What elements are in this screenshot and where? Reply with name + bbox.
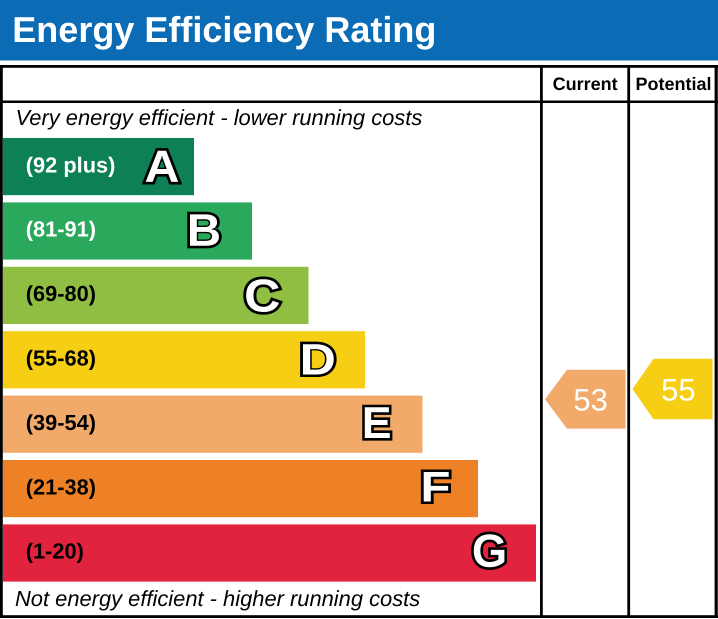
svg-text:Very energy efficient - lower: Very energy efficient - lower running co… bbox=[16, 105, 423, 130]
svg-text:(69-80): (69-80) bbox=[26, 281, 96, 306]
svg-text:Energy Efficiency Rating: Energy Efficiency Rating bbox=[12, 9, 436, 50]
svg-text:Potential: Potential bbox=[635, 74, 711, 94]
svg-text:55: 55 bbox=[661, 373, 695, 408]
svg-text:53: 53 bbox=[573, 383, 607, 418]
svg-text:Current: Current bbox=[553, 74, 618, 94]
svg-text:(39-54): (39-54) bbox=[26, 410, 96, 435]
svg-text:Not energy efficient - higher: Not energy efficient - higher running co… bbox=[15, 586, 420, 611]
svg-text:(55-68): (55-68) bbox=[26, 346, 96, 371]
svg-text:(21-38): (21-38) bbox=[26, 474, 96, 499]
svg-text:(81-91): (81-91) bbox=[26, 217, 96, 242]
svg-text:(1-20): (1-20) bbox=[26, 539, 84, 564]
svg-text:(92 plus): (92 plus) bbox=[26, 152, 116, 177]
